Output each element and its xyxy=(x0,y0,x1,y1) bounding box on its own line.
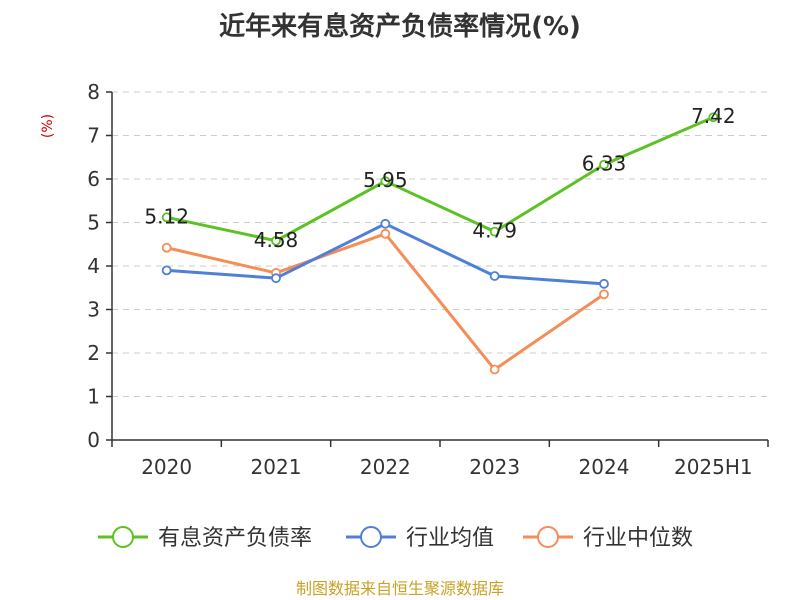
data-labels: 5.12 4.58 5.95 4.79 6.33 7.42 xyxy=(144,104,735,252)
legend-label: 有息资产负债率 xyxy=(158,526,312,551)
data-point xyxy=(161,212,172,223)
data-point xyxy=(271,235,281,246)
legend-item[interactable]: 有息资产负债率 xyxy=(98,526,312,551)
data-point xyxy=(489,226,500,237)
legend-item[interactable]: 行业均值 xyxy=(346,526,494,551)
data-label: 6.33 xyxy=(582,152,627,176)
x-tick-label: 2024 xyxy=(579,455,630,479)
y-tick-label: 4 xyxy=(87,254,100,278)
data-point xyxy=(271,273,281,284)
y-tick-label: 2 xyxy=(87,341,100,365)
series-line xyxy=(165,232,606,372)
data-point xyxy=(599,159,609,170)
data-point xyxy=(599,278,609,289)
y-tick-label: 1 xyxy=(87,385,100,409)
y-tick-label: 3 xyxy=(87,298,100,322)
legend-marker xyxy=(537,526,559,548)
y-tick-label: 7 xyxy=(87,124,100,148)
data-label: 5.12 xyxy=(144,204,189,228)
series-layer xyxy=(161,112,719,375)
axes: 0 1 2 3 4 5 6 7 8 2020 2021 2022 2023 2024 2025H1 xyxy=(87,80,769,479)
x-tick-label: 2020 xyxy=(141,455,192,479)
data-point xyxy=(380,228,391,239)
x-tick-label: 2023 xyxy=(469,455,520,479)
series-line xyxy=(165,115,715,243)
legend-item[interactable]: 行业中位数 xyxy=(523,526,693,551)
y-tick-label: 5 xyxy=(87,211,100,235)
y-axis-unit: (%) xyxy=(40,114,56,138)
data-point xyxy=(708,112,719,123)
x-tick-label: 2025H1 xyxy=(674,455,753,479)
legend-label: 行业均值 xyxy=(406,526,494,551)
data-point xyxy=(599,289,609,300)
data-point xyxy=(380,218,391,229)
chart-title: 近年来有息资产负债率情况(%) xyxy=(219,11,581,42)
data-label: 5.95 xyxy=(363,168,408,192)
data-point xyxy=(161,265,172,276)
data-point xyxy=(380,176,391,187)
data-point xyxy=(489,271,500,281)
data-source-note: 制图数据来自恒生聚源数据库 xyxy=(296,579,504,598)
legend-marker xyxy=(360,526,382,548)
legend-marker xyxy=(112,526,134,548)
y-tick-label: 6 xyxy=(87,167,100,191)
legend-label: 行业中位数 xyxy=(583,526,693,551)
data-point xyxy=(489,364,500,375)
data-label: 4.79 xyxy=(472,219,517,243)
legend: 有息资产负债率 行业均值 行业中位数 xyxy=(98,526,693,551)
data-label: 7.42 xyxy=(691,104,736,128)
data-point xyxy=(161,242,172,253)
y-tick-label: 0 xyxy=(87,428,100,452)
x-tick-label: 2021 xyxy=(251,455,302,479)
x-tick-label: 2022 xyxy=(360,455,411,479)
data-label: 4.58 xyxy=(254,228,299,252)
y-tick-label: 8 xyxy=(87,80,100,104)
